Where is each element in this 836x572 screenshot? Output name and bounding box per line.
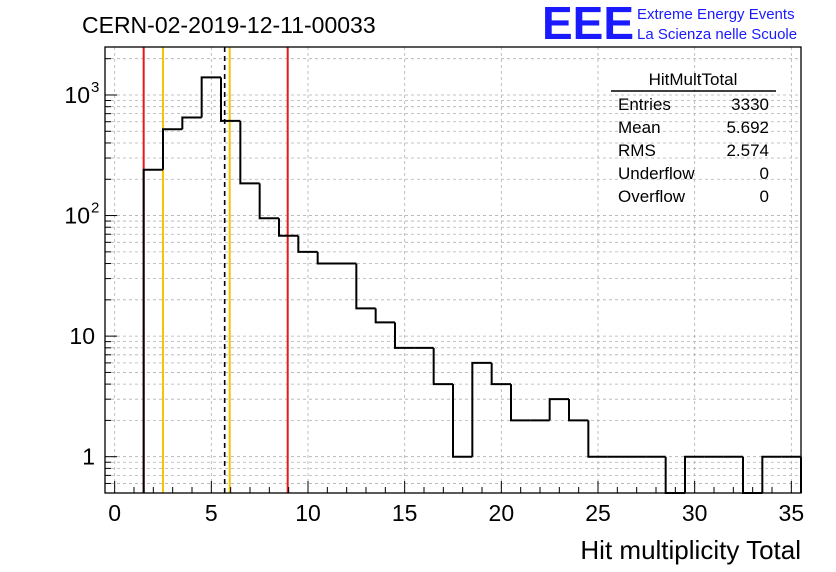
histogram-bin [355, 263, 376, 310]
plot-frame [104, 46, 802, 494]
stats-value-underflow: 0 [760, 164, 769, 183]
histogram-bin [220, 77, 241, 122]
y-tick-exponent: 2 [91, 200, 99, 217]
stats-value-rms: 2.574 [726, 141, 769, 160]
axis-ticks [105, 58, 792, 494]
histogram-bin [568, 399, 589, 422]
eee-logo: EEE [542, 0, 634, 49]
logo-line-1: Extreme Energy Events [637, 6, 795, 23]
histogram-bin [548, 398, 569, 421]
histogram-bin [278, 218, 299, 237]
y-tick-label: 1 [82, 444, 95, 470]
histogram-bin [432, 347, 453, 386]
stats-title: HitMultTotal [649, 70, 738, 89]
histogram-bin [452, 384, 473, 458]
histogram-bin [490, 362, 511, 386]
histogram-bin [684, 455, 705, 493]
histogram-bin [181, 116, 202, 130]
histogram-bin [761, 455, 782, 493]
histogram-bin [239, 120, 260, 185]
x-tick-label: 15 [392, 500, 418, 526]
histogram-bin [142, 168, 163, 493]
stats-label-rms: RMS [618, 141, 656, 160]
histogram-bin [162, 128, 183, 170]
stats-box: HitMultTotal Entries 3330 Mean 5.692 RMS… [611, 70, 776, 206]
histogram-bin [471, 361, 492, 457]
histogram-bin [394, 322, 415, 349]
x-tick-label: 5 [205, 500, 218, 526]
x-tick-label: 10 [295, 500, 321, 526]
x-tick-label: 20 [489, 500, 515, 526]
histogram-bin [316, 251, 337, 265]
x-tick-label: 30 [682, 500, 708, 526]
stats-label-overflow: Overflow [618, 187, 686, 206]
histogram [142, 76, 802, 494]
run-title: CERN-02-2019-12-11-00033 [82, 12, 376, 38]
x-tick-label: 25 [585, 500, 611, 526]
histogram-bin [587, 420, 608, 458]
x-tick-label: 0 [108, 500, 121, 526]
histogram-bin [200, 76, 221, 118]
stats-label-entries: Entries [618, 95, 671, 114]
stats-value-overflow: 0 [760, 187, 769, 206]
y-tick-exponent: 3 [91, 79, 99, 96]
x-axis-label: Hit multiplicity Total [580, 535, 801, 565]
stats-value-mean: 5.692 [726, 118, 769, 137]
histogram-bin [297, 235, 318, 253]
logo-line-2: La Scienza nelle Scuole [637, 26, 797, 43]
y-tick-label: 10 [64, 82, 90, 108]
y-tick-label: 10 [69, 323, 95, 349]
stats-label-mean: Mean [618, 118, 661, 137]
stats-value-entries: 3330 [731, 95, 769, 114]
histogram-bin [510, 384, 531, 422]
x-tick-label: 35 [779, 500, 805, 526]
histogram-bin [258, 183, 279, 220]
stats-label-underflow: Underflow [618, 164, 695, 183]
y-tick-label: 10 [64, 203, 90, 229]
histogram-bin [374, 308, 395, 324]
